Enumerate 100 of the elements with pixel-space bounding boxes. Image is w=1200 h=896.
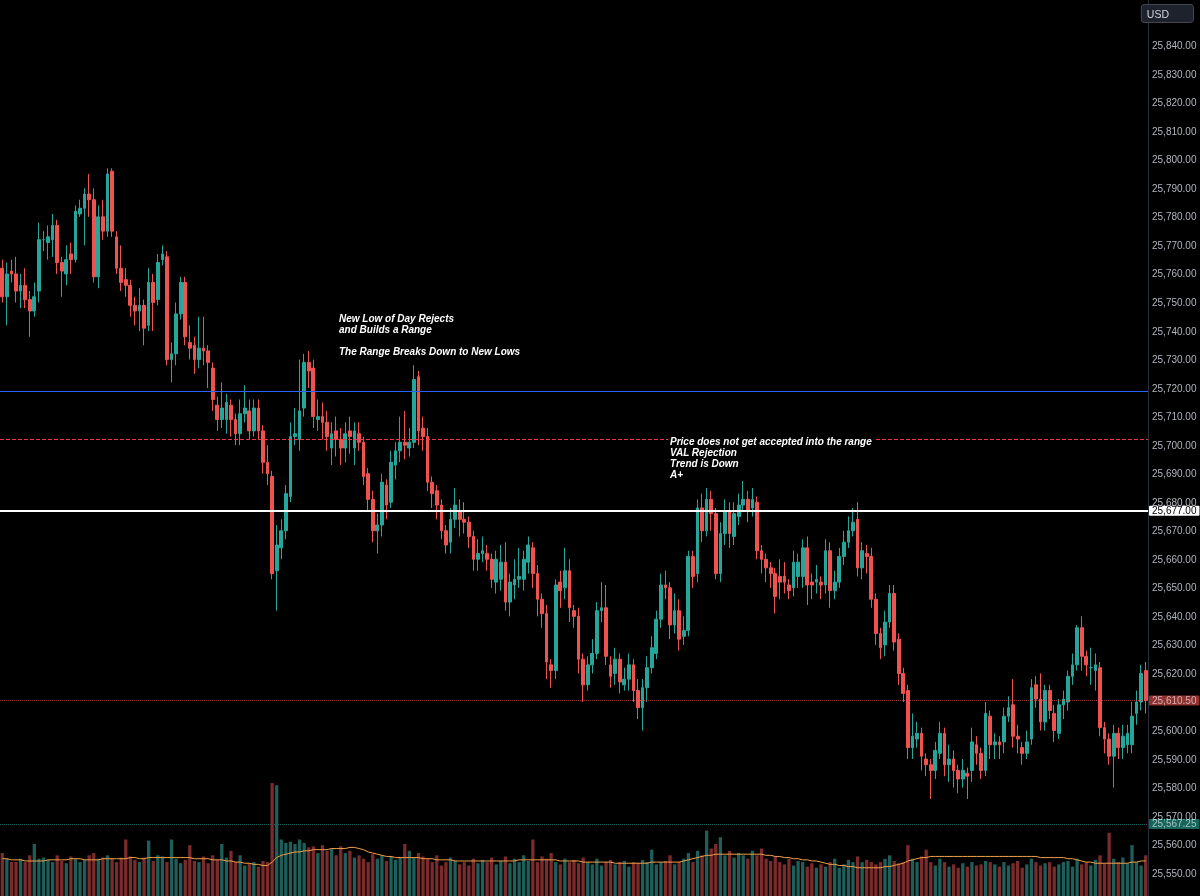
- bar: [837, 867, 841, 896]
- bar: [462, 862, 466, 896]
- bar: [1075, 858, 1079, 896]
- candlestick: [691, 550, 695, 589]
- candlestick: [1043, 684, 1047, 731]
- bar: [352, 857, 357, 896]
- bar: [983, 860, 988, 896]
- bar: [1080, 864, 1084, 896]
- candlestick: [165, 250, 169, 366]
- bar: [1139, 865, 1143, 896]
- bar: [458, 864, 462, 896]
- candlestick: [147, 267, 150, 332]
- candlestick: [156, 253, 160, 306]
- candlestick: [1080, 615, 1084, 672]
- candlestick: [705, 487, 708, 537]
- bar: [1043, 863, 1047, 896]
- bar: [5, 858, 9, 896]
- candlestick: [458, 498, 462, 537]
- bar: [421, 856, 425, 896]
- bar: [435, 855, 439, 896]
- bar: [151, 860, 155, 896]
- y-tick-label: 25,560.00: [1152, 839, 1197, 851]
- candlestick: [1130, 701, 1134, 754]
- bar: [938, 858, 942, 896]
- y-tick-label: 25,690.00: [1152, 468, 1197, 480]
- candlestick: [339, 427, 343, 466]
- candlestick: [700, 493, 704, 543]
- bar: [101, 857, 105, 896]
- y-tick-label: 25,800.00: [1152, 154, 1197, 166]
- bar: [974, 865, 979, 896]
- y-tick-label: 25,780.00: [1152, 211, 1197, 223]
- y-tick-label: 25,660.00: [1152, 553, 1197, 565]
- bar: [343, 853, 347, 896]
- candlestick: [151, 273, 155, 332]
- bar: [1107, 832, 1111, 896]
- bar: [439, 865, 444, 896]
- bar: [997, 866, 1001, 896]
- bar: [915, 862, 919, 896]
- bar: [741, 855, 745, 896]
- bar: [357, 855, 361, 896]
- candlestick: [609, 655, 612, 689]
- bar: [229, 850, 233, 896]
- bar: [293, 844, 297, 896]
- candlestick: [824, 538, 827, 595]
- bar: [887, 855, 892, 896]
- bar: [64, 863, 68, 896]
- bar: [947, 866, 951, 896]
- candlestick: [14, 256, 18, 303]
- candlestick: [302, 353, 306, 418]
- candlestick: [856, 501, 859, 577]
- candlestick: [476, 538, 480, 572]
- bar: [1057, 864, 1061, 896]
- bar: [275, 785, 279, 896]
- candlestick: [1020, 741, 1024, 766]
- bar: [398, 857, 402, 896]
- bar: [970, 862, 974, 896]
- bar: [988, 862, 992, 896]
- bar: [718, 837, 723, 896]
- candlestick: [828, 541, 832, 609]
- bar: [823, 866, 828, 896]
- bar: [389, 856, 393, 896]
- candlestick: [568, 558, 571, 623]
- bar: [526, 860, 530, 896]
- y-tick-label: 25,630.00: [1152, 639, 1197, 651]
- candlestick: [138, 287, 141, 332]
- y-tick-label: 25,670.00: [1152, 525, 1197, 537]
- bar: [860, 862, 864, 896]
- bar: [197, 862, 201, 896]
- y-tick-label: 25,650.00: [1152, 582, 1197, 594]
- bar: [238, 855, 242, 896]
- bar: [384, 860, 389, 896]
- bar: [604, 862, 608, 896]
- bar: [9, 862, 14, 896]
- y-tick-label: 25,550.00: [1152, 867, 1197, 879]
- bar: [1066, 860, 1070, 896]
- candlestick: [984, 701, 987, 777]
- candlestick: [970, 727, 974, 783]
- bar: [348, 850, 352, 896]
- candlestick: [247, 398, 251, 440]
- candlestick: [1116, 727, 1120, 760]
- bar: [1020, 867, 1024, 896]
- candlestick: [965, 767, 969, 800]
- candlestick: [558, 570, 562, 609]
- y-tick-label: 25,640.00: [1152, 610, 1197, 622]
- bar: [329, 848, 334, 896]
- y-tick-label: 25,830.00: [1152, 68, 1197, 80]
- candlestick: [110, 167, 114, 238]
- bar: [704, 830, 709, 896]
- bar: [339, 846, 343, 896]
- y-tick-label: 25,750.00: [1152, 296, 1197, 308]
- candlestick: [316, 398, 320, 432]
- bar: [133, 859, 137, 896]
- candlestick: [197, 316, 201, 369]
- bar: [1025, 864, 1029, 896]
- bar: [691, 862, 695, 896]
- candlestick: [252, 398, 256, 438]
- candlestick: [330, 421, 333, 466]
- bar: [567, 862, 572, 896]
- y-tick-label: 25,790.00: [1152, 182, 1197, 194]
- bar: [576, 863, 581, 896]
